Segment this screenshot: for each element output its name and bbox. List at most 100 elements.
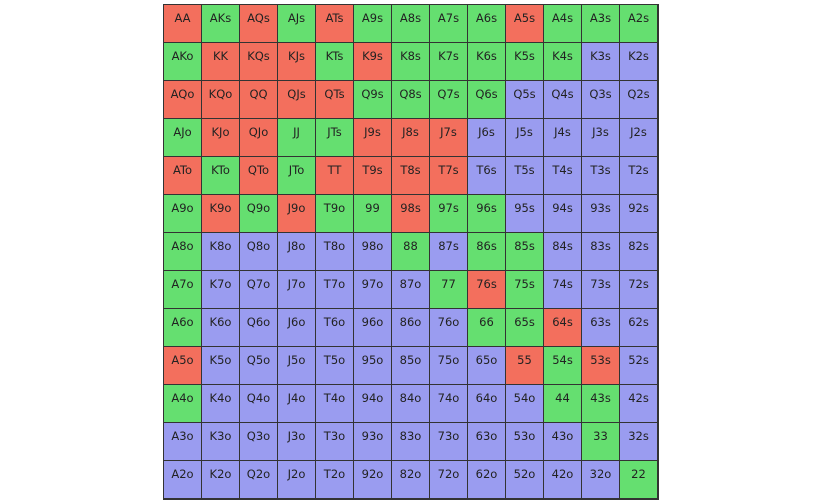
hand-cell[interactable]: 75s xyxy=(506,271,544,309)
hand-cell[interactable]: J6o xyxy=(278,309,316,347)
hand-cell[interactable]: 62s xyxy=(620,309,658,347)
hand-cell[interactable]: 32o xyxy=(582,461,620,499)
hand-cell[interactable]: T3s xyxy=(582,157,620,195)
hand-cell[interactable]: JTs xyxy=(316,119,354,157)
hand-cell[interactable]: AJo xyxy=(164,119,202,157)
hand-cell[interactable]: 63o xyxy=(468,423,506,461)
hand-cell[interactable]: Q3o xyxy=(240,423,278,461)
hand-cell[interactable]: 83s xyxy=(582,233,620,271)
hand-cell[interactable]: Q9s xyxy=(354,81,392,119)
hand-cell[interactable]: 42s xyxy=(620,385,658,423)
hand-cell[interactable]: ATs xyxy=(316,5,354,43)
hand-cell[interactable]: 77 xyxy=(430,271,468,309)
hand-cell[interactable]: 74s xyxy=(544,271,582,309)
hand-cell[interactable]: 96o xyxy=(354,309,392,347)
hand-cell[interactable]: 98s xyxy=(392,195,430,233)
hand-cell[interactable]: 76o xyxy=(430,309,468,347)
hand-cell[interactable]: AKs xyxy=(202,5,240,43)
hand-cell[interactable]: Q5o xyxy=(240,347,278,385)
hand-cell[interactable]: T8s xyxy=(392,157,430,195)
hand-cell[interactable]: Q9o xyxy=(240,195,278,233)
hand-cell[interactable]: J4s xyxy=(544,119,582,157)
hand-cell[interactable]: 73s xyxy=(582,271,620,309)
hand-cell[interactable]: J9o xyxy=(278,195,316,233)
hand-cell[interactable]: K8o xyxy=(202,233,240,271)
hand-cell[interactable]: A8s xyxy=(392,5,430,43)
hand-cell[interactable]: 96s xyxy=(468,195,506,233)
hand-cell[interactable]: Q3s xyxy=(582,81,620,119)
hand-cell[interactable]: QTo xyxy=(240,157,278,195)
hand-cell[interactable]: Q7s xyxy=(430,81,468,119)
hand-cell[interactable]: J9s xyxy=(354,119,392,157)
hand-cell[interactable]: 64s xyxy=(544,309,582,347)
hand-cell[interactable]: J7o xyxy=(278,271,316,309)
hand-cell[interactable]: 82o xyxy=(392,461,430,499)
hand-cell[interactable]: T4o xyxy=(316,385,354,423)
hand-cell[interactable]: A4o xyxy=(164,385,202,423)
hand-cell[interactable]: J8s xyxy=(392,119,430,157)
hand-cell[interactable]: 85s xyxy=(506,233,544,271)
hand-cell[interactable]: K9o xyxy=(202,195,240,233)
hand-cell[interactable]: 33 xyxy=(582,423,620,461)
hand-cell[interactable]: QJo xyxy=(240,119,278,157)
hand-cell[interactable]: 72s xyxy=(620,271,658,309)
hand-cell[interactable]: T2o xyxy=(316,461,354,499)
hand-cell[interactable]: J3o xyxy=(278,423,316,461)
hand-cell[interactable]: 72o xyxy=(430,461,468,499)
hand-cell[interactable]: A5o xyxy=(164,347,202,385)
hand-cell[interactable]: 97o xyxy=(354,271,392,309)
hand-cell[interactable]: J6s xyxy=(468,119,506,157)
hand-cell[interactable]: Q5s xyxy=(506,81,544,119)
hand-cell[interactable]: KK xyxy=(202,43,240,81)
hand-cell[interactable]: T2s xyxy=(620,157,658,195)
hand-cell[interactable]: JTo xyxy=(278,157,316,195)
hand-cell[interactable]: A7s xyxy=(430,5,468,43)
hand-cell[interactable]: 54o xyxy=(506,385,544,423)
hand-cell[interactable]: 54s xyxy=(544,347,582,385)
hand-cell[interactable]: AQo xyxy=(164,81,202,119)
hand-cell[interactable]: A4s xyxy=(544,5,582,43)
hand-cell[interactable]: K2o xyxy=(202,461,240,499)
hand-cell[interactable]: Q2o xyxy=(240,461,278,499)
hand-cell[interactable]: Q7o xyxy=(240,271,278,309)
hand-cell[interactable]: KQo xyxy=(202,81,240,119)
hand-cell[interactable]: A9s xyxy=(354,5,392,43)
hand-cell[interactable]: 88 xyxy=(392,233,430,271)
hand-cell[interactable]: K5s xyxy=(506,43,544,81)
hand-cell[interactable]: J5s xyxy=(506,119,544,157)
hand-cell[interactable]: 63s xyxy=(582,309,620,347)
hand-cell[interactable]: 95o xyxy=(354,347,392,385)
hand-cell[interactable]: T5o xyxy=(316,347,354,385)
hand-cell[interactable]: K6o xyxy=(202,309,240,347)
hand-cell[interactable]: A3s xyxy=(582,5,620,43)
hand-cell[interactable]: ATo xyxy=(164,157,202,195)
hand-cell[interactable]: A8o xyxy=(164,233,202,271)
hand-cell[interactable]: Q8o xyxy=(240,233,278,271)
hand-cell[interactable]: 53s xyxy=(582,347,620,385)
hand-cell[interactable]: J8o xyxy=(278,233,316,271)
hand-cell[interactable]: J5o xyxy=(278,347,316,385)
hand-cell[interactable]: 87o xyxy=(392,271,430,309)
hand-cell[interactable]: 86o xyxy=(392,309,430,347)
hand-cell[interactable]: 44 xyxy=(544,385,582,423)
hand-cell[interactable]: J4o xyxy=(278,385,316,423)
hand-cell[interactable]: 82s xyxy=(620,233,658,271)
hand-cell[interactable]: AA xyxy=(164,5,202,43)
hand-cell[interactable]: 86s xyxy=(468,233,506,271)
hand-cell[interactable]: 92s xyxy=(620,195,658,233)
hand-cell[interactable]: 84o xyxy=(392,385,430,423)
hand-cell[interactable]: 84s xyxy=(544,233,582,271)
hand-cell[interactable]: 66 xyxy=(468,309,506,347)
hand-cell[interactable]: A9o xyxy=(164,195,202,233)
hand-cell[interactable]: KQs xyxy=(240,43,278,81)
hand-cell[interactable]: T3o xyxy=(316,423,354,461)
hand-cell[interactable]: K3o xyxy=(202,423,240,461)
hand-cell[interactable]: T5s xyxy=(506,157,544,195)
hand-cell[interactable]: A6s xyxy=(468,5,506,43)
hand-cell[interactable]: T7s xyxy=(430,157,468,195)
hand-cell[interactable]: A2s xyxy=(620,5,658,43)
hand-cell[interactable]: AQs xyxy=(240,5,278,43)
hand-cell[interactable]: T6s xyxy=(468,157,506,195)
hand-cell[interactable]: A7o xyxy=(164,271,202,309)
hand-cell[interactable]: K7s xyxy=(430,43,468,81)
